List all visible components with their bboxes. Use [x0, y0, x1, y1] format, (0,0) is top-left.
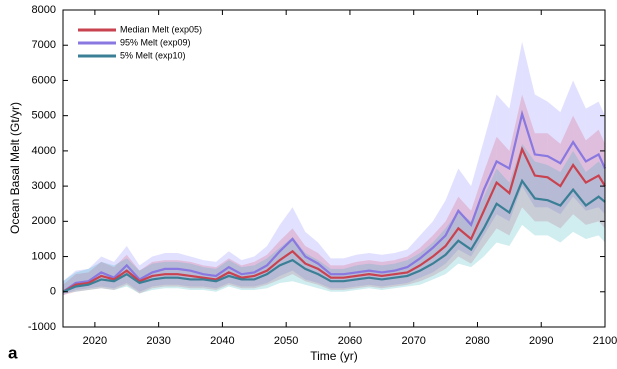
band: [522, 41, 535, 208]
band: [420, 242, 433, 285]
y-tick-label: 2000: [32, 215, 56, 227]
band: [509, 41, 523, 222]
plot-frame: [62, 9, 606, 328]
x-tick-label: 2040: [210, 335, 234, 347]
legend-label: Median Melt (exp05): [120, 24, 202, 34]
band: [483, 136, 497, 246]
band: [534, 94, 548, 208]
band: [471, 172, 484, 264]
y-tick-label: 5000: [32, 110, 56, 122]
y-tick-label: 6000: [32, 74, 56, 86]
band: [356, 263, 370, 291]
series-line: [62, 178, 606, 293]
band: [458, 210, 472, 268]
band: [573, 150, 586, 239]
x-tick-label: 2060: [338, 335, 362, 347]
band: [292, 237, 306, 285]
band: [343, 265, 357, 292]
band: [585, 129, 599, 225]
y-tick-label: -1000: [28, 321, 56, 333]
x-axis-label: Time (yr): [310, 349, 358, 363]
band: [216, 258, 229, 291]
band: [445, 210, 459, 275]
band: [369, 263, 382, 291]
legend-label: 5% Melt (exp10): [120, 50, 186, 60]
x-tick-label: 2030: [146, 335, 170, 347]
y-axis-label: Ocean Basal Melt (Gt/yr): [8, 102, 22, 234]
x-tick-label: 2070: [401, 335, 425, 347]
y-tick-label: 4000: [32, 145, 56, 157]
band: [190, 261, 204, 289]
series-line: [62, 109, 607, 293]
band: [394, 256, 408, 287]
band: [318, 253, 331, 291]
band: [547, 101, 561, 215]
band: [228, 258, 242, 289]
y-tick-label: 0: [50, 286, 56, 298]
band: [75, 268, 89, 292]
y-tick-label: 8000: [32, 4, 56, 16]
x-tick-label: 2050: [274, 335, 298, 347]
band: [318, 260, 331, 292]
x-tick-label: 2080: [465, 335, 489, 347]
band: [458, 168, 472, 257]
band: [573, 115, 586, 225]
band: [254, 254, 268, 289]
band: [471, 196, 484, 268]
band: [126, 254, 140, 294]
band: [267, 247, 280, 289]
band: [241, 261, 255, 289]
series-line: [62, 146, 606, 293]
band: [381, 263, 395, 291]
band: [267, 240, 280, 285]
y-tick-label: 3000: [32, 180, 56, 192]
x-tick-label: 2020: [83, 335, 107, 347]
band: [585, 101, 599, 211]
band: [471, 140, 484, 257]
band: [483, 94, 497, 236]
x-tick-label: 2090: [529, 335, 553, 347]
y-tick-label: 1000: [32, 250, 56, 262]
y-tick-label: 7000: [32, 39, 56, 51]
panel-label: a: [8, 343, 18, 362]
band: [432, 228, 446, 280]
legend-label: 95% Melt (exp09): [120, 37, 191, 47]
x-tick-label: 2100: [593, 335, 617, 347]
